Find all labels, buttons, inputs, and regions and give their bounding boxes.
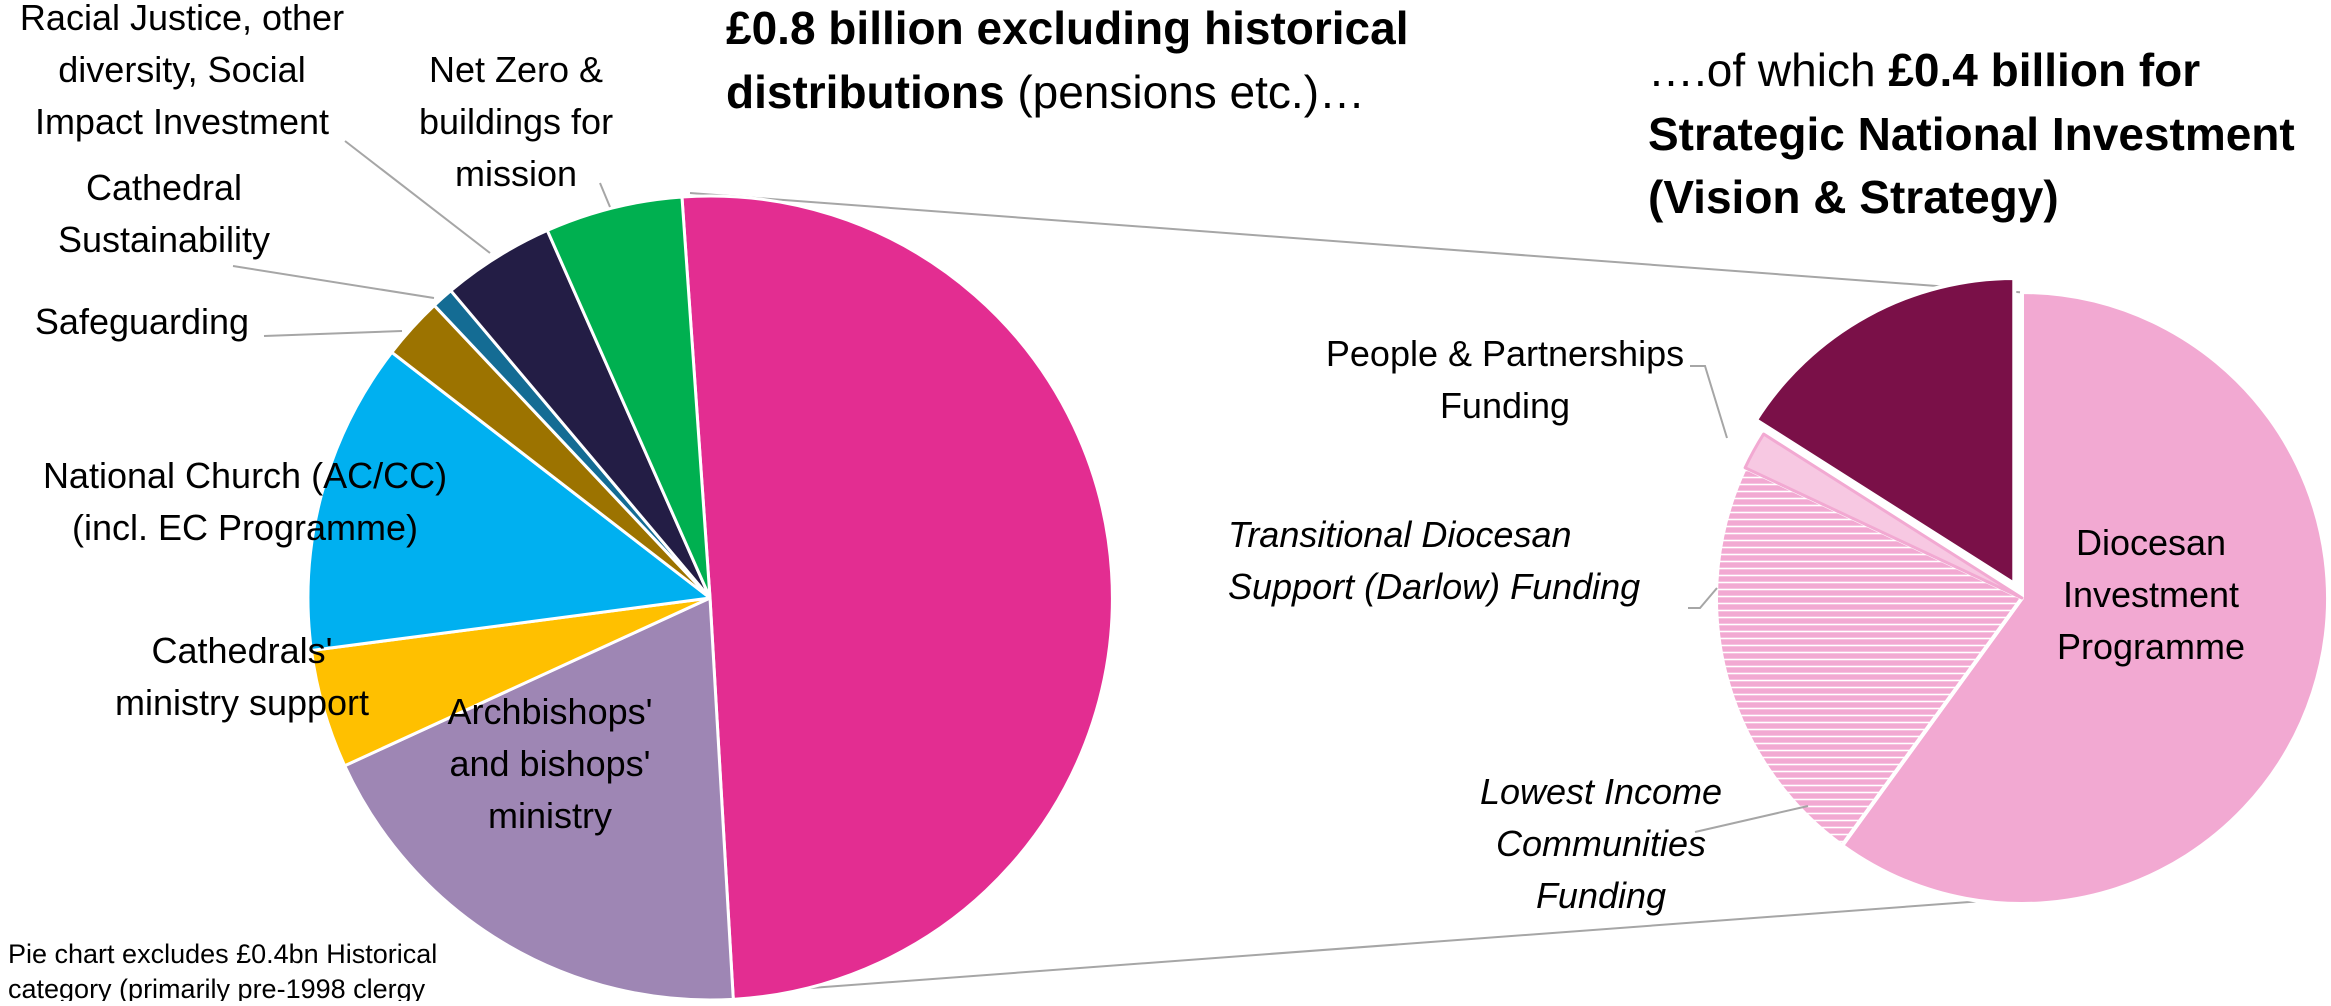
label-bishops-line-1: Archbishops' [448,691,653,732]
footnote-line-2: category (primarily pre-1998 clergy [8,974,426,1001]
label-bishops: Archbishops' and bishops' ministry [448,691,653,836]
label-transitional: Transitional Diocesan Support (Darlow) Fu… [1228,514,1640,607]
label-net-zero-line-2: buildings for [419,101,613,142]
label-cathedral-sustainability-line-1: Cathedral [86,167,242,208]
right-title-line-2: Strategic National Investment [1648,108,2295,160]
slice-archbishops-and-bishops-ministry [343,596,735,1002]
label-racial-justice: Racial Justice, other diversity, Social Im… [20,0,344,142]
label-safeguarding-line-1: Safeguarding [35,301,249,342]
slice-strategic-national-investment [680,194,1114,1001]
connector-top-line [689,192,2031,294]
label-racial-justice-line-2: diversity, Social [58,49,305,90]
lowest-income-leader-line [1694,805,1809,833]
right-title-bold-part: £0.4 billion for [1888,44,2200,96]
label-diocesan-investment-line-2: Investment [2063,574,2239,615]
label-net-zero: Net Zero & buildings for mission [419,49,613,194]
slice-labels: Racial Justice, other diversity, Social Im… [20,0,2245,916]
label-safeguarding: Safeguarding [35,301,249,342]
slice-diocesan-investment-programme [1840,290,2330,906]
label-lowest-income-line-3: Funding [1536,875,1666,916]
slice-transitional-diocesan-support-darlow-funding [1743,432,2024,600]
left-title-line-2: distributions (pensions etc.)… [726,66,1365,118]
label-national-church-line-2: (incl. EC Programme) [72,507,418,548]
leader-lines [232,140,1809,833]
connector-lines [689,192,2031,998]
label-cathedral-sustainability-line-2: Sustainability [58,219,270,260]
label-net-zero-line-1: Net Zero & [429,49,603,90]
right-title-normal-part: ….of which [1648,44,1888,96]
label-transitional-line-2: Support (Darlow) Funding [1228,566,1640,607]
slice-net-zero-buildings-for-mission [545,195,712,600]
transitional-leader-line [1688,587,1718,609]
footnote-line-1: Pie chart excludes £0.4bn Historical [8,939,437,969]
people-partnerships-leader-line [1690,365,1728,439]
racial-justice-leader-line [344,140,491,254]
connector-bottom-line [689,898,2011,998]
label-national-church-line-1: National Church (AC/CC) [43,455,447,496]
label-lowest-income-line-2: Communities [1496,823,1706,864]
right-pie [1714,275,2330,906]
label-bishops-line-3: ministry [488,795,612,836]
label-bishops-line-2: and bishops' [449,743,650,784]
label-racial-justice-line-3: Impact Investment [35,101,329,142]
label-diocesan-investment-line-1: Diocesan [2076,522,2226,563]
slice-national-church-ac-cc-incl-ec-programme [306,350,712,652]
label-diocesan-investment-line-3: Programme [2057,626,2245,667]
label-lowest-income: Lowest Income Communities Funding [1480,771,1722,916]
label-cathedral-sustainability: Cathedral Sustainability [58,167,270,260]
right-title: ….of which £0.4 billion for [1648,44,2200,96]
label-cathedrals-ministry-line-2: ministry support [115,682,369,723]
label-lowest-income-line-1: Lowest Income [1480,771,1722,812]
net-zero-leader-line [599,182,611,208]
left-pie [306,194,1114,1002]
label-diocesan-investment: Diocesan Investment Programme [2057,522,2245,667]
label-cathedrals-ministry: Cathedrals' ministry support [115,630,369,723]
left-title-line-1: £0.8 billion excluding historical [726,2,1409,54]
label-people-partnerships-line-2: Funding [1440,385,1570,426]
label-national-church: National Church (AC/CC) (incl. EC Program… [43,455,447,548]
right-title-line-3: (Vision & Strategy) [1648,171,2059,223]
slice-people-partnerships-funding [1753,275,2017,586]
left-title: £0.8 billion excluding historical [726,2,1409,54]
left-title-bold-part: distributions [726,66,1005,118]
label-people-partnerships: People & Partnerships Funding [1326,333,1684,426]
label-cathedrals-ministry-line-1: Cathedrals' [152,630,333,671]
label-net-zero-line-3: mission [455,153,577,194]
label-people-partnerships-line-1: People & Partnerships [1326,333,1684,374]
label-racial-justice-line-1: Racial Justice, other [20,0,344,38]
safeguarding-leader-line [263,330,403,337]
label-transitional-line-1: Transitional Diocesan [1228,514,1572,555]
left-title-normal-part: (pensions etc.)… [1005,66,1365,118]
cathedral-sustainability-leader-line [232,265,435,299]
